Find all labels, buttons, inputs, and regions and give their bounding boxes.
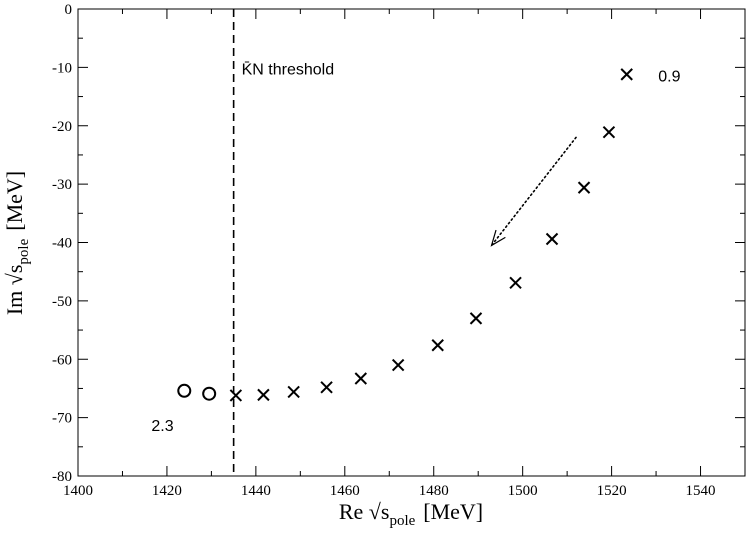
data-point-cross (391, 358, 405, 372)
trend-arrow-line (490, 136, 577, 247)
data-point-cross (229, 389, 243, 402)
y-axis-title-unit: [MeV] (2, 171, 27, 231)
y-tick-label: -70 (52, 411, 72, 427)
x-tick-label: 1400 (63, 483, 93, 499)
data-point-circle (202, 386, 217, 401)
trend-arrow-head (490, 229, 506, 247)
y-tick-label: -30 (52, 177, 72, 193)
x-tick-label: 1520 (597, 483, 627, 499)
x-tick-label: 1460 (330, 483, 360, 499)
y-axis-title-main: Im √s (2, 265, 27, 316)
y-axis-title-sub: pole (16, 238, 32, 264)
data-point-circle (177, 383, 192, 398)
y-tick-label: -20 (52, 119, 72, 135)
annotation-end-value: 2.3 (151, 418, 173, 435)
data-point-cross (257, 388, 270, 402)
data-point-cross (545, 232, 559, 246)
y-tick-label: -50 (52, 294, 72, 310)
data-point-cross (320, 381, 333, 394)
x-axis-ticks: 1400 1420 1440 1460 1480 1500 1520 1540 (63, 9, 716, 499)
y-tick-label: 0 (65, 2, 73, 18)
y-tick-label: -60 (52, 352, 72, 368)
x-tick-label: 1440 (241, 483, 271, 499)
data-point-cross (509, 276, 522, 289)
x-axis-title-main: Re √s (339, 499, 390, 524)
data-point-cross (431, 339, 444, 352)
data-markers (177, 68, 633, 402)
threshold-label: K̄N threshold (242, 61, 335, 78)
y-tick-label: -80 (52, 469, 72, 485)
data-point-cross (354, 372, 368, 385)
y-axis-ticks: 0 -10 -20 -30 -40 -50 -60 -70 -80 (52, 2, 745, 485)
data-point-cross (577, 181, 591, 194)
x-axis-title: Re √spole [MeV] (339, 499, 483, 529)
y-axis-title: Im √spole [MeV] (2, 171, 32, 315)
x-axis-title-sub: pole (389, 513, 415, 529)
x-axis-title-unit: [MeV] (423, 499, 483, 524)
plot-frame (77, 8, 746, 477)
data-point-cross (287, 385, 300, 399)
data-point-cross (469, 312, 483, 325)
data-point-cross (602, 125, 616, 139)
x-tick-label: 1480 (419, 483, 449, 499)
y-tick-label: -40 (52, 236, 72, 252)
data-point-cross (620, 68, 633, 81)
x-tick-label: 1420 (152, 483, 182, 499)
y-tick-label: -10 (52, 60, 72, 76)
annotation-start-value: 0.9 (658, 69, 680, 86)
x-tick-label: 1500 (508, 483, 538, 499)
x-tick-label: 1540 (686, 483, 716, 499)
